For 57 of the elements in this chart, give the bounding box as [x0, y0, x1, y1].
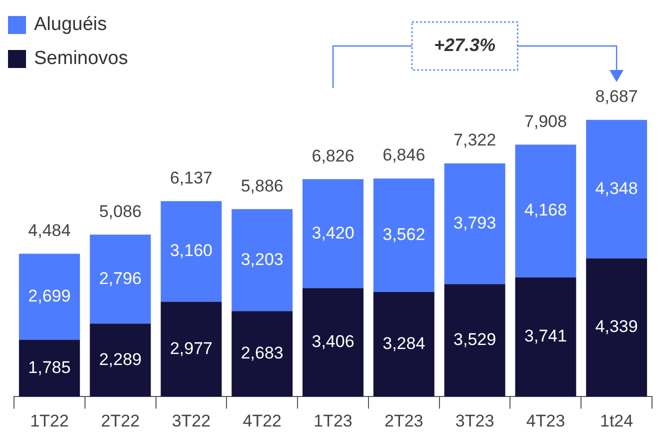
data-label: 4,339 — [595, 317, 638, 336]
data-label: 3,741 — [524, 326, 567, 346]
data-label: 2,699 — [28, 286, 71, 306]
bar — [160, 201, 222, 302]
bar — [515, 277, 576, 397]
data-label: 4,348 — [595, 178, 638, 198]
data-label: 2,977 — [170, 338, 212, 358]
bar — [373, 178, 434, 292]
bar — [302, 179, 364, 288]
data-label: 1,785 — [28, 358, 71, 377]
x-tick-label: 3T22 — [172, 411, 211, 430]
x-tick-label: 1t24 — [600, 411, 634, 430]
bar — [444, 284, 506, 397]
data-label: 3,529 — [454, 330, 496, 350]
data-label: 2,289 — [99, 350, 142, 369]
total-label: 7,322 — [454, 130, 496, 150]
total-label: 6,137 — [170, 168, 212, 188]
x-tick-label: 4T23 — [526, 411, 566, 430]
bar — [586, 258, 648, 397]
bar — [515, 144, 576, 278]
bar — [232, 311, 293, 397]
x-tick-label: 2T22 — [100, 411, 140, 430]
data-label: 3,562 — [382, 224, 426, 244]
total-label: 4,484 — [28, 220, 71, 240]
data-label: 4,168 — [524, 200, 567, 220]
data-label: 3,284 — [382, 334, 426, 353]
legend-label: Seminovos — [34, 48, 128, 70]
bar — [444, 163, 506, 284]
x-tick-label: 3T23 — [455, 411, 494, 430]
bar — [232, 209, 293, 312]
bar — [18, 254, 80, 340]
bar — [302, 288, 364, 397]
data-label: 3,160 — [170, 241, 212, 260]
bar — [373, 292, 434, 397]
total-label: 7,908 — [524, 112, 567, 131]
bar — [160, 302, 222, 397]
x-tick-label: 4T22 — [242, 411, 282, 430]
data-label: 3,420 — [312, 223, 354, 242]
data-label: 2,796 — [99, 268, 142, 288]
data-label: 3,203 — [240, 250, 284, 269]
total-label: 5,086 — [99, 202, 142, 221]
total-label: 5,886 — [240, 176, 284, 196]
total-label: 8,687 — [595, 87, 638, 106]
x-tick-label: 2T23 — [384, 411, 424, 430]
total-label: 6,846 — [382, 146, 426, 165]
bar — [18, 340, 80, 397]
x-tick-label: 1T22 — [30, 411, 69, 430]
data-label: 2,683 — [240, 344, 284, 363]
x-tick-label: 1T23 — [314, 411, 352, 430]
legend-label: Aluguéis — [34, 14, 107, 36]
bar — [90, 324, 151, 397]
data-label: 3,793 — [454, 213, 496, 232]
text: +27.3% — [434, 34, 496, 55]
bar — [586, 120, 648, 258]
bar — [90, 234, 151, 324]
total-label: 6,826 — [312, 146, 354, 166]
data-label: 3,406 — [312, 332, 354, 352]
